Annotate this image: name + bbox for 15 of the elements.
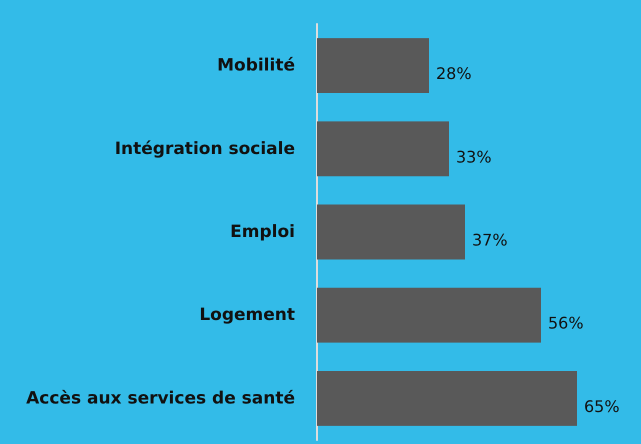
bar [317,38,429,94]
bar [317,121,449,176]
data-label: 28% [436,64,472,84]
y-tick-label: Emploi [230,222,295,242]
y-tick-label: Mobilité [217,56,295,76]
data-label: 56% [548,314,584,333]
bar [317,204,465,260]
y-tick-label: Intégration sociale [114,138,295,159]
data-label: 65% [584,396,620,416]
bar [317,370,577,426]
data-label: 37% [472,230,508,250]
data-label: 33% [456,147,492,166]
bar [317,288,541,343]
y-tick-label: Accès aux services de santé [26,388,295,408]
y-tick-label: Logement [199,305,295,326]
